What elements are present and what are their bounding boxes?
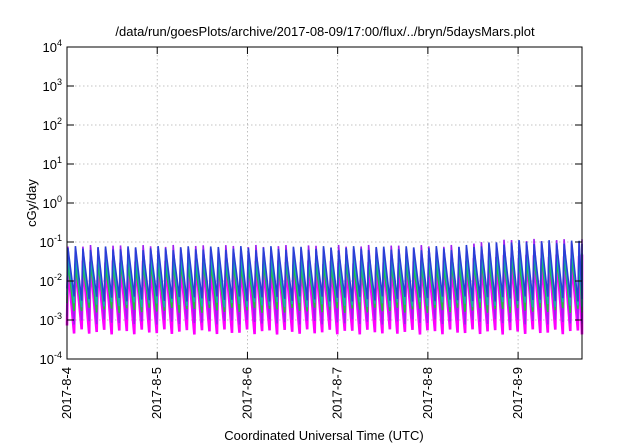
x-tick-label: 2017-8-5	[149, 367, 164, 419]
y-tick-label: 10-3	[40, 311, 62, 328]
y-axis-label: cGy/day	[24, 179, 39, 227]
x-tick-label: 2017-8-4	[59, 367, 74, 419]
chart-title: /data/run/goesPlots/archive/2017-08-09/1…	[115, 24, 535, 39]
y-tick-label: 10-4	[40, 350, 62, 367]
y-tick-label: 102	[43, 116, 62, 133]
x-axis-ticks: 2017-8-4 2017-8-5 2017-8-6 2017-8-7 2017-8-8…	[59, 47, 525, 419]
series-line	[66, 240, 583, 302]
x-tick-label: 2017-8-9	[510, 367, 525, 419]
series-group	[65, 238, 584, 335]
y-tick-label: 100	[43, 194, 62, 211]
y-tick-label: 10-1	[40, 233, 62, 250]
x-tick-label: 2017-8-6	[239, 367, 254, 419]
x-tick-label: 2017-8-7	[330, 367, 345, 419]
y-tick-label: 10-2	[40, 272, 62, 289]
y-tick-label: 101	[43, 155, 62, 172]
y-tick-label: 103	[43, 77, 62, 94]
x-axis-label: Coordinated Universal Time (UTC)	[224, 428, 423, 443]
x-tick-label: 2017-8-8	[420, 367, 435, 419]
y-axis-ticks: 10-4 10-3 10-2 10-1 100 101 102 103 104	[40, 38, 582, 367]
grid	[67, 47, 582, 359]
y-tick-label: 104	[43, 38, 62, 55]
